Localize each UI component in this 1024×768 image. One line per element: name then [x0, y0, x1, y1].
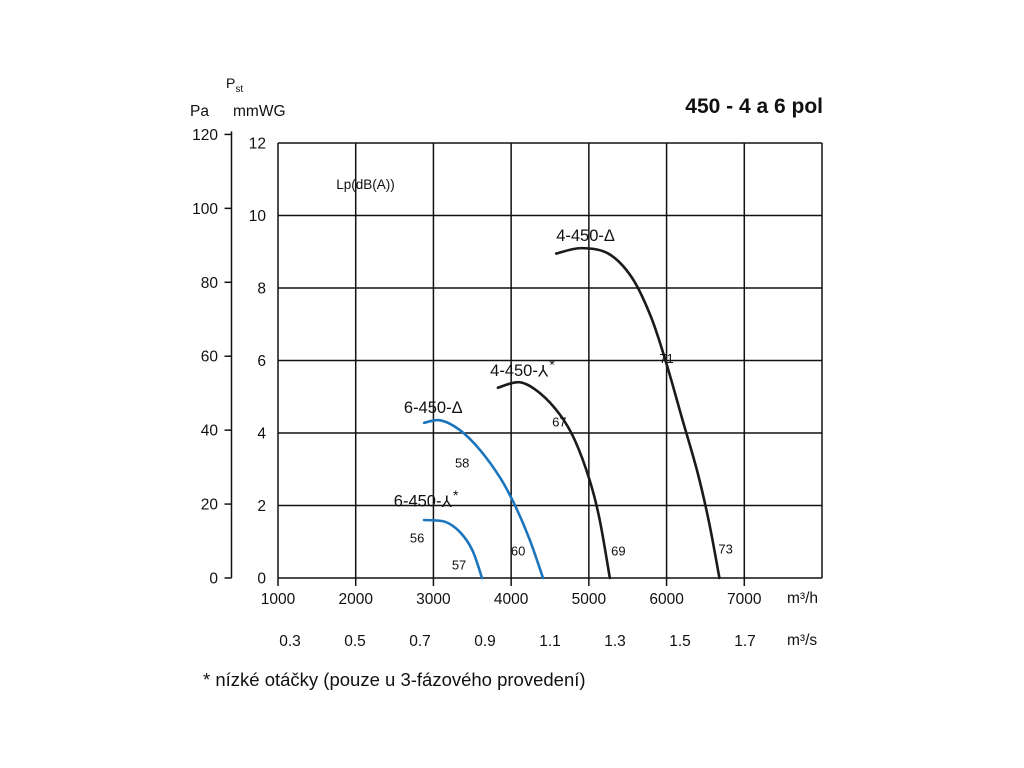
svg-text:3000: 3000	[416, 591, 451, 608]
x-axis: 1000 2000 3000 4000 5000 6000 7000 0.3 0.5 0.7 0.9…	[261, 578, 762, 650]
svg-text:1.7: 1.7	[734, 633, 756, 650]
svg-text:67: 67	[552, 415, 566, 430]
svg-text:1000: 1000	[261, 591, 296, 608]
series-curve-4	[422, 518, 484, 580]
pst-main: P	[226, 75, 236, 91]
svg-text:1.3: 1.3	[604, 633, 626, 650]
footnote: * nízké otáčky (pouze u 3-fázového prove…	[203, 669, 586, 690]
svg-text:12: 12	[249, 136, 266, 153]
curve-path	[554, 246, 721, 580]
svg-text:6-450-: 6-450-	[394, 493, 442, 511]
series-curve-3	[422, 418, 545, 580]
wye-symbol-icon: Y	[538, 361, 549, 379]
y-axis-unit-pa: Pa	[190, 103, 209, 120]
svg-text:20: 20	[201, 497, 219, 514]
svg-text:60: 60	[511, 544, 525, 559]
svg-text:120: 120	[192, 127, 218, 144]
noise-annotation: Lp(dB(A))	[336, 177, 395, 192]
svg-text:0.5: 0.5	[344, 633, 366, 650]
svg-text:57: 57	[452, 557, 466, 572]
series-curve-2	[496, 380, 612, 580]
pa-axis: 0 20 40 60 80 100 120	[192, 127, 233, 588]
svg-text:80: 80	[201, 275, 219, 292]
svg-text:5000: 5000	[572, 591, 607, 608]
svg-text:4: 4	[257, 426, 266, 443]
svg-text:40: 40	[201, 423, 219, 440]
svg-text:1.5: 1.5	[669, 633, 691, 650]
curve-path	[422, 518, 484, 580]
x-axis-unit-m3h: m³/h	[787, 590, 818, 607]
pst-sub: st	[235, 83, 244, 95]
svg-text:0.3: 0.3	[279, 633, 301, 650]
series-labels: 4-450-Δ4-450- Y *6-450-Δ6-450- Y *	[394, 227, 615, 511]
series-curve-1	[554, 246, 721, 580]
svg-text:2000: 2000	[338, 591, 373, 608]
svg-text:7000: 7000	[727, 591, 762, 608]
svg-text:100: 100	[192, 201, 218, 218]
svg-text:0: 0	[209, 571, 218, 588]
chart-title: 450 - 4 a 6 pol	[685, 95, 823, 118]
svg-text:0.9: 0.9	[474, 633, 496, 650]
svg-text:4-450-Δ: 4-450-Δ	[556, 227, 615, 245]
svg-text:Lp(dB(A)): Lp(dB(A))	[336, 177, 395, 192]
svg-text:60: 60	[201, 349, 219, 366]
svg-text:0.7: 0.7	[409, 633, 431, 650]
svg-text:10: 10	[249, 208, 267, 225]
svg-text:56: 56	[410, 531, 424, 546]
svg-text:73: 73	[718, 542, 732, 557]
curve-path	[422, 418, 545, 580]
mmwg-tick-labels: 0 2 4 6 8 10 12	[249, 136, 267, 588]
x-axis-unit-m3s: m³/s	[787, 632, 818, 649]
noise-db-labels: 71 67 58 56 57 60 69 73	[410, 351, 733, 572]
svg-text:6-450-Δ: 6-450-Δ	[404, 399, 463, 417]
svg-text:2: 2	[257, 498, 266, 515]
svg-text:69: 69	[611, 544, 625, 559]
wye-symbol-icon: Y	[441, 491, 452, 509]
svg-text:*: *	[453, 487, 459, 503]
svg-text:58: 58	[455, 456, 469, 471]
svg-text:6000: 6000	[649, 591, 684, 608]
svg-text:6: 6	[257, 353, 266, 370]
svg-text:8: 8	[257, 281, 266, 298]
y-axis-pst-label: Pst	[226, 75, 243, 95]
curve-path	[496, 380, 612, 580]
svg-text:4000: 4000	[494, 591, 529, 608]
svg-text:*: *	[549, 357, 555, 373]
svg-text:1.1: 1.1	[539, 633, 561, 650]
svg-text:71: 71	[659, 351, 673, 366]
svg-text:0: 0	[257, 571, 266, 588]
svg-text:4-450-: 4-450-	[490, 362, 538, 380]
y-axis-unit-mmwg: mmWG	[233, 103, 286, 120]
